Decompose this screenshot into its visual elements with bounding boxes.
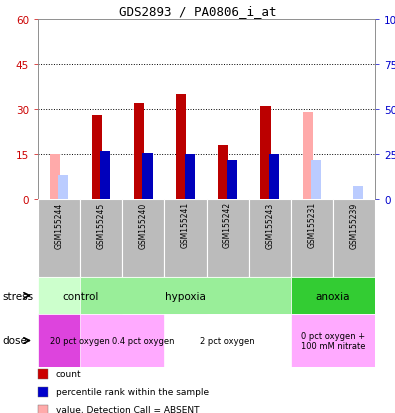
Bar (291, 314, 375, 367)
Text: GSM155245: GSM155245 (97, 202, 106, 248)
Bar (38, 277, 122, 314)
Bar (353, 186, 363, 199)
Text: GSM155231: GSM155231 (307, 202, 316, 248)
Text: control: control (62, 291, 98, 301)
Bar (100, 152, 111, 199)
Text: stress: stress (2, 291, 33, 301)
Bar (311, 161, 321, 199)
Text: 0.4 pct oxygen: 0.4 pct oxygen (112, 336, 175, 345)
Text: percentile rank within the sample: percentile rank within the sample (56, 387, 209, 396)
Bar (164, 199, 207, 277)
Text: GSM155239: GSM155239 (350, 202, 358, 248)
Bar (164, 314, 291, 367)
Bar (80, 314, 207, 367)
Bar (291, 277, 375, 314)
Text: value, Detection Call = ABSENT: value, Detection Call = ABSENT (56, 406, 199, 413)
Text: GSM155243: GSM155243 (265, 202, 274, 248)
Text: GSM155242: GSM155242 (223, 202, 232, 248)
Text: dose: dose (2, 336, 27, 346)
Text: hypoxia: hypoxia (165, 291, 206, 301)
Bar (80, 277, 291, 314)
Text: 0 pct oxygen +
100 mM nitrate: 0 pct oxygen + 100 mM nitrate (301, 331, 365, 350)
Bar (184, 154, 195, 199)
Text: 20 pct oxygen: 20 pct oxygen (50, 336, 110, 345)
Text: 2 pct oxygen: 2 pct oxygen (200, 336, 255, 345)
Bar (143, 153, 152, 199)
Bar (92, 116, 102, 199)
Bar (38, 199, 80, 277)
Bar (291, 199, 333, 277)
Bar (50, 154, 60, 199)
Text: GSM155240: GSM155240 (139, 202, 148, 248)
Bar (134, 104, 144, 199)
Bar (260, 107, 271, 199)
Bar (303, 113, 313, 199)
Bar (207, 199, 248, 277)
Text: GDS2893 / PA0806_i_at: GDS2893 / PA0806_i_at (119, 5, 276, 18)
Bar (227, 161, 237, 199)
Text: GSM155241: GSM155241 (181, 202, 190, 248)
Text: count: count (56, 370, 81, 379)
Bar (38, 314, 122, 367)
Bar (333, 199, 375, 277)
Bar (248, 199, 291, 277)
Bar (58, 176, 68, 199)
Bar (269, 154, 279, 199)
Bar (176, 95, 186, 199)
Bar (122, 199, 164, 277)
Bar (218, 146, 228, 199)
Text: GSM155244: GSM155244 (55, 202, 64, 248)
Text: anoxia: anoxia (316, 291, 350, 301)
Bar (80, 199, 122, 277)
